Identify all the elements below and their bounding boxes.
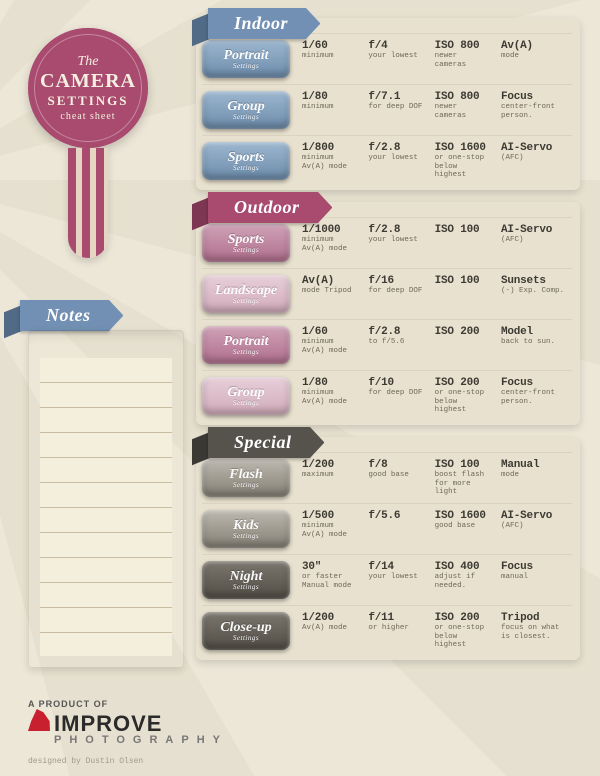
- section-banner-outdoor: Outdoor: [208, 192, 318, 232]
- settings-row: SportsSettings1/800minimum Av(A) modef/2…: [202, 135, 572, 180]
- cell-extra: AI-Servo(AFC): [497, 142, 572, 180]
- cell-aperture: f/5.6: [364, 510, 430, 548]
- cell-aperture: f/8good base: [364, 459, 430, 497]
- cell-extra: AI-Servo(AFC): [497, 224, 572, 262]
- cell-shutter: 1/80minimum: [298, 91, 364, 129]
- cell-iso: ISO 200or one-stop below highest: [431, 612, 497, 650]
- cell-aperture: f/14your lowest: [364, 561, 430, 599]
- category-pill: NightSettings: [202, 561, 290, 599]
- cell-iso: ISO 800newer cameras: [431, 91, 497, 129]
- badge-line1: The: [78, 54, 99, 70]
- badge-line3: SETTINGS: [47, 93, 128, 109]
- cell-aperture: f/4your lowest: [364, 40, 430, 78]
- category-pill: Close-upSettings: [202, 612, 290, 650]
- category-pill: GroupSettings: [202, 377, 290, 415]
- section-outdoor: OutdoorSportsSettings1/1000minimum Av(A)…: [196, 202, 580, 425]
- cell-extra: Focuscenter-front person.: [497, 91, 572, 129]
- badge-line4: cheat sheet: [60, 111, 115, 122]
- cell-extra: AI-Servo(AFC): [497, 510, 572, 548]
- category-pill: LandscapeSettings: [202, 275, 290, 313]
- title-badge: The Camera SETTINGS cheat sheet: [28, 28, 148, 258]
- cell-aperture: f/10for deep DOF: [364, 377, 430, 415]
- cell-extra: Sunsets(-) Exp. Comp.: [497, 275, 572, 313]
- cell-shutter: 1/500minimum Av(A) mode: [298, 510, 364, 548]
- section-banner-special: Special: [208, 427, 310, 467]
- badge-line2: Camera: [40, 70, 136, 93]
- badge-stem: [68, 148, 108, 258]
- brand-logo-icon: [28, 709, 50, 731]
- cell-shutter: 1/200Av(A) mode: [298, 612, 364, 650]
- notes-card: [28, 330, 184, 668]
- cell-aperture: f/16for deep DOF: [364, 275, 430, 313]
- cell-extra: Av(A)mode: [497, 40, 572, 78]
- cell-iso: ISO 400adjust if needed.: [431, 561, 497, 599]
- cell-shutter: 1/60minimum: [298, 40, 364, 78]
- cell-shutter: 30"or faster Manual mode: [298, 561, 364, 599]
- brand: A PRODUCT OF IMPROVE PHOTOGRAPHY: [28, 699, 228, 746]
- designer-credit: designed by Dustin Olsen: [28, 757, 143, 766]
- cell-aperture: f/2.8your lowest: [364, 142, 430, 180]
- notes-title: Notes: [46, 305, 91, 325]
- settings-row: GroupSettings1/80minimum Av(A) modef/10f…: [202, 370, 572, 415]
- category-pill: KidsSettings: [202, 510, 290, 548]
- cell-iso: ISO 1600or one-stop below highest: [431, 142, 497, 180]
- cell-extra: Modelback to sun.: [497, 326, 572, 364]
- cell-aperture: f/7.1for deep DOF: [364, 91, 430, 129]
- settings-row: KidsSettings1/500minimum Av(A) modef/5.6…: [202, 503, 572, 548]
- cell-shutter: 1/800minimum Av(A) mode: [298, 142, 364, 180]
- cell-iso: ISO 200: [431, 326, 497, 364]
- cell-shutter: 1/80minimum Av(A) mode: [298, 377, 364, 415]
- cell-extra: Focusmanual: [497, 561, 572, 599]
- settings-row: Close-upSettings1/200Av(A) modef/11or hi…: [202, 605, 572, 650]
- category-pill: GroupSettings: [202, 91, 290, 129]
- cell-extra: Tripodfocus on what is closest.: [497, 612, 572, 650]
- settings-row: LandscapeSettingsAv(A)mode Tripodf/16for…: [202, 268, 572, 313]
- section-banner-indoor: Indoor: [208, 8, 306, 48]
- cell-iso: ISO 100: [431, 224, 497, 262]
- cell-extra: Focuscenter-front person.: [497, 377, 572, 415]
- category-pill: SportsSettings: [202, 142, 290, 180]
- cell-shutter: 1/60minimum Av(A) mode: [298, 326, 364, 364]
- section-indoor: IndoorPortraitSettings1/60minimumf/4your…: [196, 18, 580, 190]
- brand-tagline: A PRODUCT OF: [28, 699, 228, 709]
- brand-sub: PHOTOGRAPHY: [54, 734, 228, 746]
- settings-row: NightSettings30"or faster Manual modef/1…: [202, 554, 572, 599]
- cell-iso: ISO 200or one-stop below highest: [431, 377, 497, 415]
- settings-row: GroupSettings1/80minimumf/7.1for deep DO…: [202, 84, 572, 129]
- cell-iso: ISO 1600good base: [431, 510, 497, 548]
- cell-iso: ISO 800newer cameras: [431, 40, 497, 78]
- cell-aperture: f/11or higher: [364, 612, 430, 650]
- cell-iso: ISO 100boost flash for more light: [431, 459, 497, 497]
- cell-shutter: Av(A)mode Tripod: [298, 275, 364, 313]
- cell-aperture: f/2.8to f/5.6: [364, 326, 430, 364]
- cell-iso: ISO 100: [431, 275, 497, 313]
- settings-row: PortraitSettings1/60minimum Av(A) modef/…: [202, 319, 572, 364]
- cell-extra: Manualmode: [497, 459, 572, 497]
- category-pill: PortraitSettings: [202, 326, 290, 364]
- cell-aperture: f/2.8your lowest: [364, 224, 430, 262]
- section-special: SpecialFlashSettings1/200maximumf/8good …: [196, 437, 580, 660]
